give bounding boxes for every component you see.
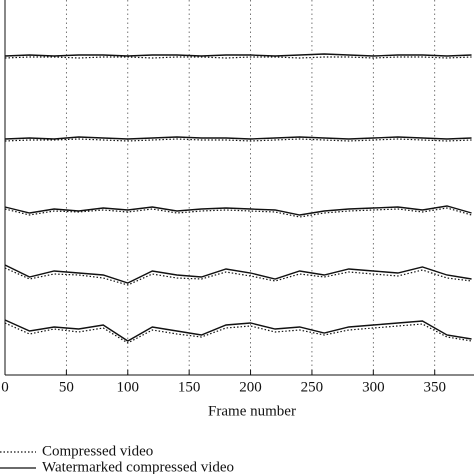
x-axis-label: Frame number (208, 403, 296, 419)
x-tick-label: 200 (239, 379, 262, 395)
series-line (4, 207, 472, 218)
series-line (4, 56, 472, 59)
x-tick-label: 50 (59, 379, 74, 395)
legend-label: Watermarked compressed video (42, 459, 234, 474)
x-tick-label: 100 (117, 379, 140, 395)
series-line (4, 319, 472, 342)
series-line (4, 138, 472, 142)
series-line (4, 205, 472, 216)
series-line (4, 136, 472, 140)
series-line (4, 267, 472, 286)
x-tick-label: 350 (423, 379, 446, 395)
x-tick-label: 300 (362, 379, 385, 395)
series-line (4, 53, 472, 57)
x-tick-label: 250 (301, 379, 324, 395)
legend-label: Compressed video (42, 443, 153, 459)
x-tick-label: 150 (178, 379, 201, 395)
x-tick-label: 0 (1, 379, 9, 395)
series-line (4, 322, 472, 344)
series-line (4, 264, 472, 284)
